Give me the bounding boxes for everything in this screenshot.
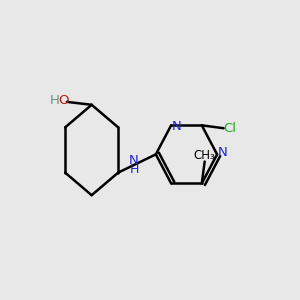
Text: Cl: Cl — [224, 122, 237, 135]
Text: N: N — [218, 146, 227, 158]
Text: N: N — [172, 120, 181, 133]
Text: O: O — [59, 94, 69, 107]
Text: N: N — [129, 154, 139, 167]
Text: CH₃: CH₃ — [194, 148, 216, 162]
Text: H: H — [129, 163, 139, 176]
Text: H: H — [50, 94, 60, 107]
